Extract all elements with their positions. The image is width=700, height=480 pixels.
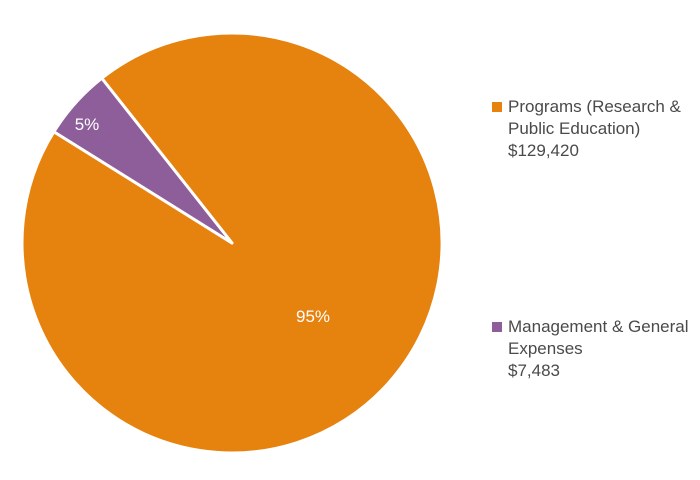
legend-amount-programs: $129,420 (508, 141, 579, 160)
legend-item-management: Management & General Expenses $7,483 (492, 316, 697, 382)
slice-percent-label-programs: 95% (296, 307, 330, 326)
legend-label-management: Management & General Expenses (508, 317, 689, 358)
legend-label-programs: Programs (Research & Public Education) (508, 97, 681, 138)
pie-slice-management (52, 76, 234, 245)
legend-swatch-programs (492, 102, 502, 112)
legend-item-programs: Programs (Research & Public Education) $… (492, 96, 697, 162)
legend-amount-management: $7,483 (508, 361, 560, 380)
slice-percent-label-management: 5% (75, 115, 100, 134)
legend-swatch-management (492, 322, 502, 332)
